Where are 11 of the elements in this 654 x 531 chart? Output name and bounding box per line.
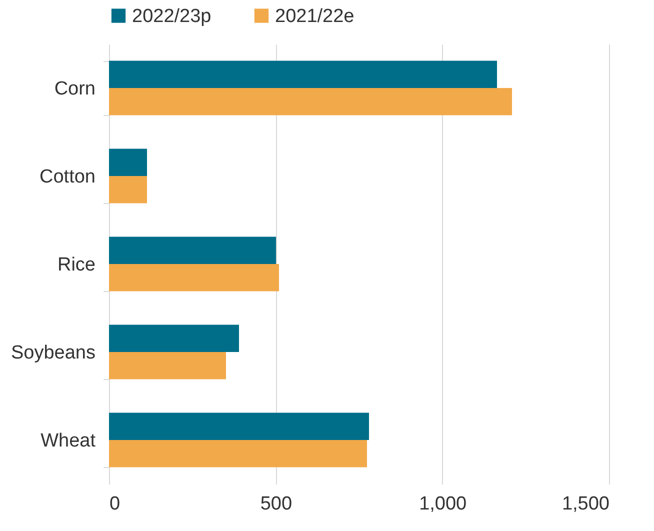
y-tick-label: Cotton [40, 166, 96, 188]
legend-label: 2021/22e [275, 6, 354, 27]
legend-label: 2022/23p [132, 6, 212, 27]
y-tick-label: Rice [57, 254, 96, 276]
x-tick-label: 1,000 [419, 494, 467, 514]
x-tick-label: 0 [110, 494, 120, 514]
x-tick-label: 1,500 [562, 494, 610, 514]
x-tick-label: 500 [260, 494, 292, 514]
y-tick-label: Soybeans [10, 342, 96, 364]
y-tick-label: Wheat [40, 430, 96, 452]
y-tick-label: Corn [54, 78, 96, 100]
